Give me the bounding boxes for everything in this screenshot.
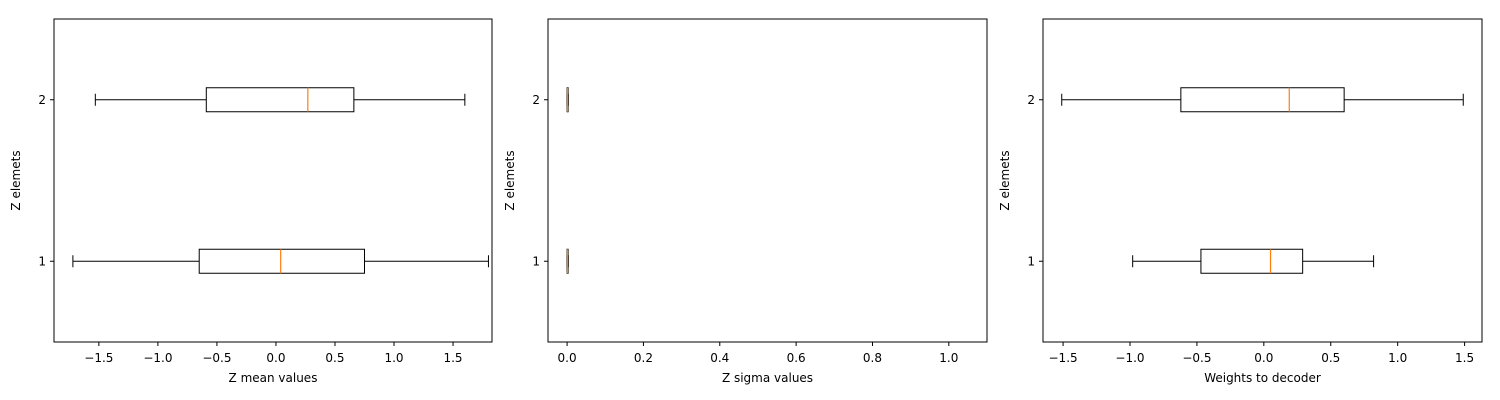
x-tick-label: 0.2 — [634, 351, 653, 365]
iqr-box — [205, 87, 355, 113]
x-tick-label: 1.5 — [443, 351, 462, 365]
box-2 — [1061, 87, 1464, 113]
x-axis-label: Z mean values — [229, 371, 318, 385]
iqr-box — [1180, 87, 1345, 113]
box-1 — [72, 248, 489, 274]
box-2 — [566, 87, 569, 113]
chart-panel-2: 0.0 0.2 0.4 0.6 0.8 1.0 1 2 Z sigma values Z elem… — [503, 18, 988, 385]
y-axis-label: Z elemets — [9, 150, 23, 210]
x-tick-label: 0.0 — [266, 351, 285, 365]
axes-frame — [547, 18, 988, 343]
iqr-box — [1200, 248, 1304, 274]
chart-panel-3: −1.5 −1.0 −0.5 0.0 0.5 1.0 1.5 1 2 Weights to dec… — [998, 18, 1483, 385]
box-1 — [566, 248, 569, 274]
x-tick-label: 1.0 — [939, 351, 958, 365]
x-tick-label: 0.4 — [710, 351, 729, 365]
y-tick-label: 2 — [532, 93, 540, 107]
x-tick-label: −1.0 — [143, 351, 172, 365]
x-tick-label: −1.0 — [1115, 351, 1144, 365]
y-tick-label: 1 — [532, 254, 540, 268]
x-tick-label: 1.0 — [384, 351, 403, 365]
x-tick-label: 0.6 — [787, 351, 806, 365]
x-tick-label: −0.5 — [1182, 351, 1211, 365]
x-tick-label: 0.8 — [863, 351, 882, 365]
y-tick-label: 2 — [38, 93, 46, 107]
chart-panel-1: −1.5 −1.0 −0.5 0.0 0.5 1.0 1.5 1 2 Z mean values Z… — [9, 18, 493, 385]
box-2 — [94, 87, 466, 113]
y-axis-label: Z elemets — [503, 150, 517, 210]
x-tick-label: −1.5 — [84, 351, 113, 365]
x-tick-label: −1.5 — [1049, 351, 1078, 365]
x-axis-label: Weights to decoder — [1204, 371, 1321, 385]
x-tick-label: 1.5 — [1455, 351, 1474, 365]
y-axis-label: Z elemets — [998, 150, 1012, 210]
x-tick-label: 0.0 — [1254, 351, 1273, 365]
y-tick-label: 1 — [38, 254, 46, 268]
y-tick-label: 1 — [1027, 254, 1035, 268]
box-1 — [1132, 248, 1375, 274]
x-tick-label: 0.0 — [558, 351, 577, 365]
x-tick-label: 1.0 — [1388, 351, 1407, 365]
x-axis-label: Z sigma values — [722, 371, 813, 385]
y-tick-label: 2 — [1027, 93, 1035, 107]
x-tick-label: 0.5 — [325, 351, 344, 365]
axes-frame — [1042, 18, 1483, 343]
x-tick-label: 0.5 — [1321, 351, 1340, 365]
axes-frame — [53, 18, 493, 343]
x-tick-label: −0.5 — [202, 351, 231, 365]
iqr-box — [198, 248, 365, 274]
